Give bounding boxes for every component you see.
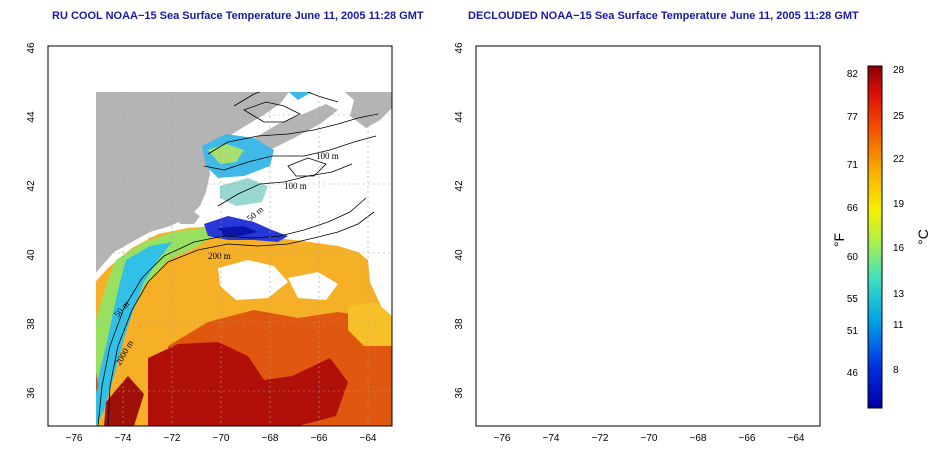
right-y-tick: 46 bbox=[454, 42, 465, 54]
colorbar-c-tick: 25 bbox=[893, 111, 905, 122]
left-y-tick: 42 bbox=[26, 180, 37, 192]
colorbar-c-scale: 28 25 22 19 16 13 11 8 bbox=[893, 65, 905, 376]
left-y-tick: 40 bbox=[26, 249, 37, 261]
right-y-tick: 44 bbox=[454, 111, 465, 123]
left-y-tick: 44 bbox=[26, 111, 37, 123]
contour-label-100m-a: 100 m bbox=[316, 151, 339, 161]
right-y-axis: 46 44 42 40 38 36 bbox=[454, 42, 465, 399]
right-x-tick: −68 bbox=[690, 433, 707, 444]
left-map-title: RU COOL NOAA−15 Sea Surface Temperature … bbox=[52, 10, 424, 22]
left-y-tick: 36 bbox=[26, 387, 37, 399]
right-y-tick: 42 bbox=[454, 180, 465, 192]
colorbar-f-tick: 66 bbox=[847, 203, 859, 214]
contour-label-100m-b: 100 m bbox=[284, 181, 307, 191]
colorbar-c-tick: 19 bbox=[893, 199, 905, 210]
contour-label-2000m: 2000 m bbox=[541, 338, 563, 367]
colorbar-c-tick: 28 bbox=[893, 65, 905, 76]
right-x-tick: −76 bbox=[494, 433, 511, 444]
right-x-tick: −72 bbox=[592, 433, 609, 444]
left-x-axis: −76 −74 −72 −70 −68 −66 −64 bbox=[66, 433, 377, 444]
colorbar-c-tick: 22 bbox=[893, 154, 905, 165]
right-x-tick: −74 bbox=[543, 433, 560, 444]
contour-label-50m-b: 50 m bbox=[540, 299, 559, 319]
colorbar-c-tick: 11 bbox=[893, 320, 904, 331]
colorbar-f-tick: 71 bbox=[847, 160, 859, 171]
colorbar-f-tick: 51 bbox=[847, 326, 859, 337]
colorbar-f-tick: 77 bbox=[847, 112, 859, 123]
colorbar-f-tick: 60 bbox=[847, 252, 859, 263]
right-map: 100 m 100 m 200 m 50 m 2000 m bbox=[476, 46, 820, 426]
colorbar-c-tick: 8 bbox=[893, 365, 899, 376]
right-y-tick: 40 bbox=[454, 249, 465, 261]
right-map-frame bbox=[475, 45, 821, 427]
left-y-tick: 46 bbox=[26, 42, 37, 54]
left-x-tick: −70 bbox=[213, 433, 230, 444]
left-x-tick: −68 bbox=[262, 433, 279, 444]
left-map: 100 m 100 m 50 m 200 m 50 m 2000 m bbox=[96, 92, 392, 427]
right-x-tick: −64 bbox=[788, 433, 805, 444]
contour-label-100m-a: 100 m bbox=[738, 151, 761, 161]
colorbar-c-tick: 16 bbox=[893, 243, 905, 254]
left-x-tick: −74 bbox=[115, 433, 132, 444]
colorbar bbox=[867, 65, 883, 409]
right-x-tick: −70 bbox=[641, 433, 658, 444]
left-x-tick: −64 bbox=[360, 433, 377, 444]
colorbar-c-tick: 13 bbox=[893, 289, 905, 300]
contour-label-200m: 200 m bbox=[208, 251, 231, 261]
left-y-tick: 38 bbox=[26, 318, 37, 330]
right-x-tick: −66 bbox=[739, 433, 756, 444]
colorbar-f-scale: 82 77 71 66 60 55 51 46 bbox=[847, 69, 859, 379]
colorbar-fahrenheit-label: °F bbox=[831, 233, 847, 247]
contour-label-200m: 200 m bbox=[636, 251, 659, 261]
right-x-axis: −76 −74 −72 −70 −68 −66 −64 bbox=[494, 433, 805, 444]
left-x-tick: −66 bbox=[311, 433, 328, 444]
contour-label-100m-b: 100 m bbox=[679, 185, 703, 207]
colorbar-f-tick: 82 bbox=[847, 69, 859, 80]
left-y-axis: 46 44 42 40 38 36 bbox=[26, 42, 37, 399]
colorbar-f-tick: 46 bbox=[847, 368, 859, 379]
colorbar-f-tick: 55 bbox=[847, 294, 859, 305]
left-map-frame bbox=[47, 45, 393, 427]
right-y-tick: 38 bbox=[454, 318, 465, 330]
left-x-tick: −72 bbox=[164, 433, 181, 444]
left-x-tick: −76 bbox=[66, 433, 83, 444]
colorbar-celsius-label: °C bbox=[915, 229, 931, 245]
right-y-tick: 36 bbox=[454, 387, 465, 399]
right-map-title: DECLOUDED NOAA−15 Sea Surface Temperatur… bbox=[468, 10, 859, 22]
